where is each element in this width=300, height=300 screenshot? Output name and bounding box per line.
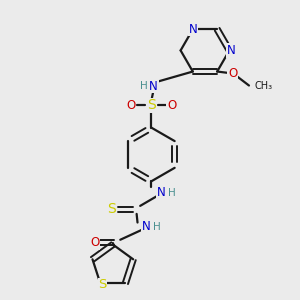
Text: CH₃: CH₃ [254,80,272,91]
Text: H: H [153,222,161,232]
Text: O: O [127,99,136,112]
Text: H: H [140,81,147,91]
Text: N: N [188,23,197,36]
Text: N: N [149,80,158,93]
Text: N: N [142,220,150,233]
Text: N: N [157,186,165,199]
Text: S: S [147,98,156,112]
Text: S: S [98,278,107,291]
Text: H: H [168,188,176,197]
Text: O: O [228,67,237,80]
Text: N: N [226,44,235,57]
Text: O: O [90,236,100,249]
Text: O: O [167,99,176,112]
Text: S: S [108,202,116,216]
